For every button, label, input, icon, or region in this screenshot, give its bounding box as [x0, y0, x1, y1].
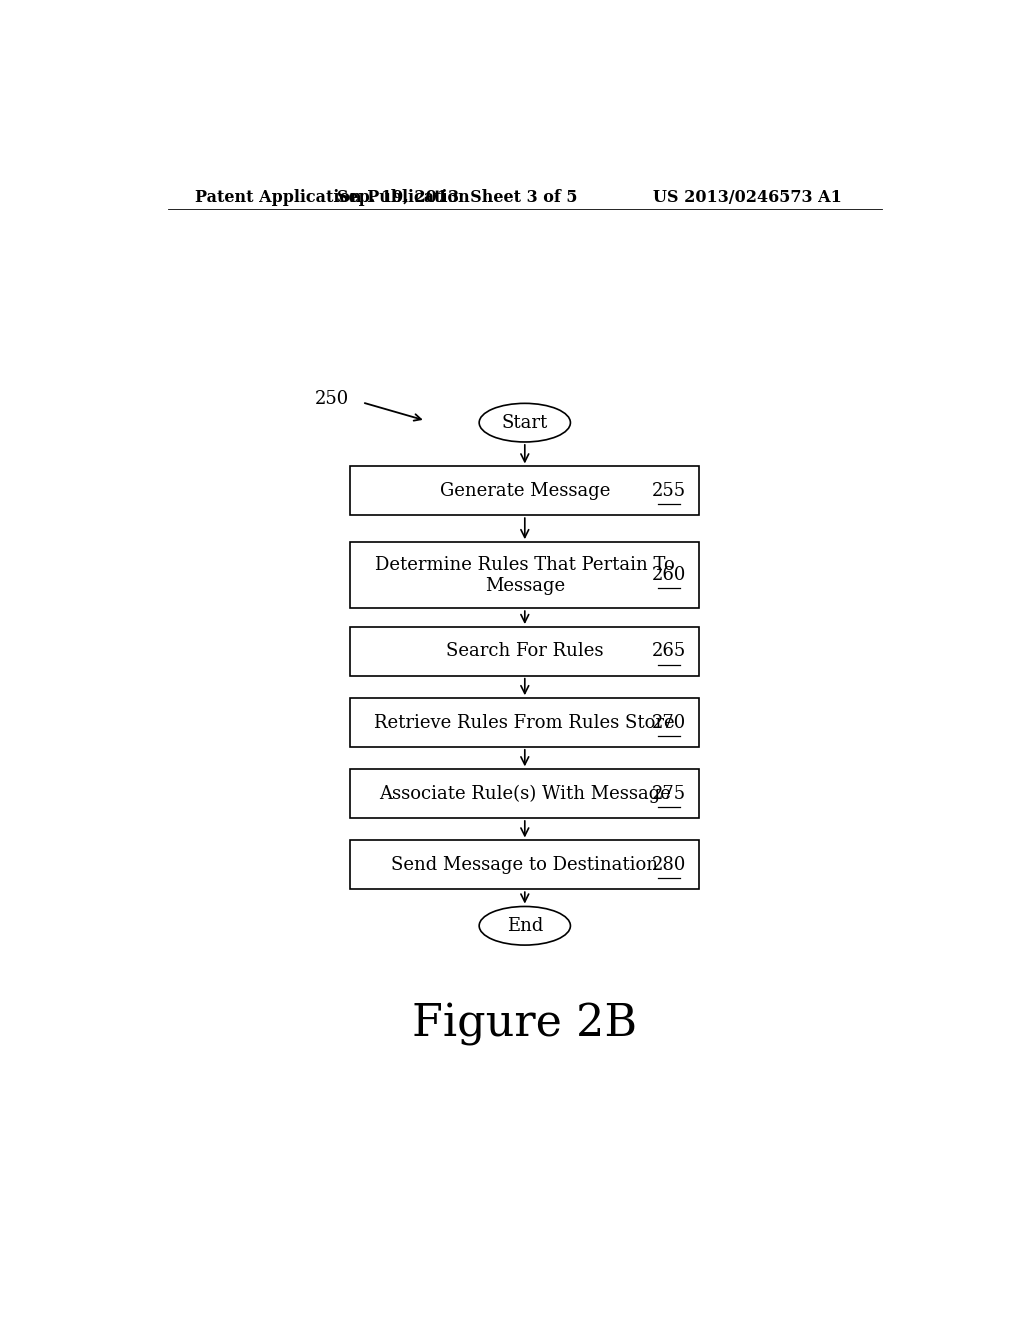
Text: 270: 270: [652, 714, 686, 731]
Text: Associate Rule(s) With Message: Associate Rule(s) With Message: [379, 784, 671, 803]
Text: 255: 255: [652, 482, 686, 500]
Ellipse shape: [479, 404, 570, 442]
Text: 260: 260: [652, 566, 686, 585]
Text: End: End: [507, 917, 543, 935]
Text: Search For Rules: Search For Rules: [446, 643, 603, 660]
Text: 250: 250: [314, 391, 349, 408]
Text: Start: Start: [502, 413, 548, 432]
Text: Retrieve Rules From Rules Store: Retrieve Rules From Rules Store: [375, 714, 675, 731]
FancyBboxPatch shape: [350, 698, 699, 747]
Text: Send Message to Destination: Send Message to Destination: [391, 855, 658, 874]
Text: Patent Application Publication: Patent Application Publication: [196, 189, 470, 206]
FancyBboxPatch shape: [350, 466, 699, 515]
Text: US 2013/0246573 A1: US 2013/0246573 A1: [652, 189, 842, 206]
FancyBboxPatch shape: [350, 627, 699, 676]
FancyBboxPatch shape: [350, 841, 699, 890]
Text: Figure 2B: Figure 2B: [413, 1003, 637, 1045]
FancyBboxPatch shape: [350, 543, 699, 609]
Text: Determine Rules That Pertain To
Message: Determine Rules That Pertain To Message: [375, 556, 675, 594]
Ellipse shape: [479, 907, 570, 945]
Text: Generate Message: Generate Message: [439, 482, 610, 500]
Text: 275: 275: [652, 784, 686, 803]
Text: 265: 265: [652, 643, 686, 660]
Text: 280: 280: [652, 855, 686, 874]
Text: Sep. 19, 2013  Sheet 3 of 5: Sep. 19, 2013 Sheet 3 of 5: [337, 189, 578, 206]
FancyBboxPatch shape: [350, 770, 699, 818]
